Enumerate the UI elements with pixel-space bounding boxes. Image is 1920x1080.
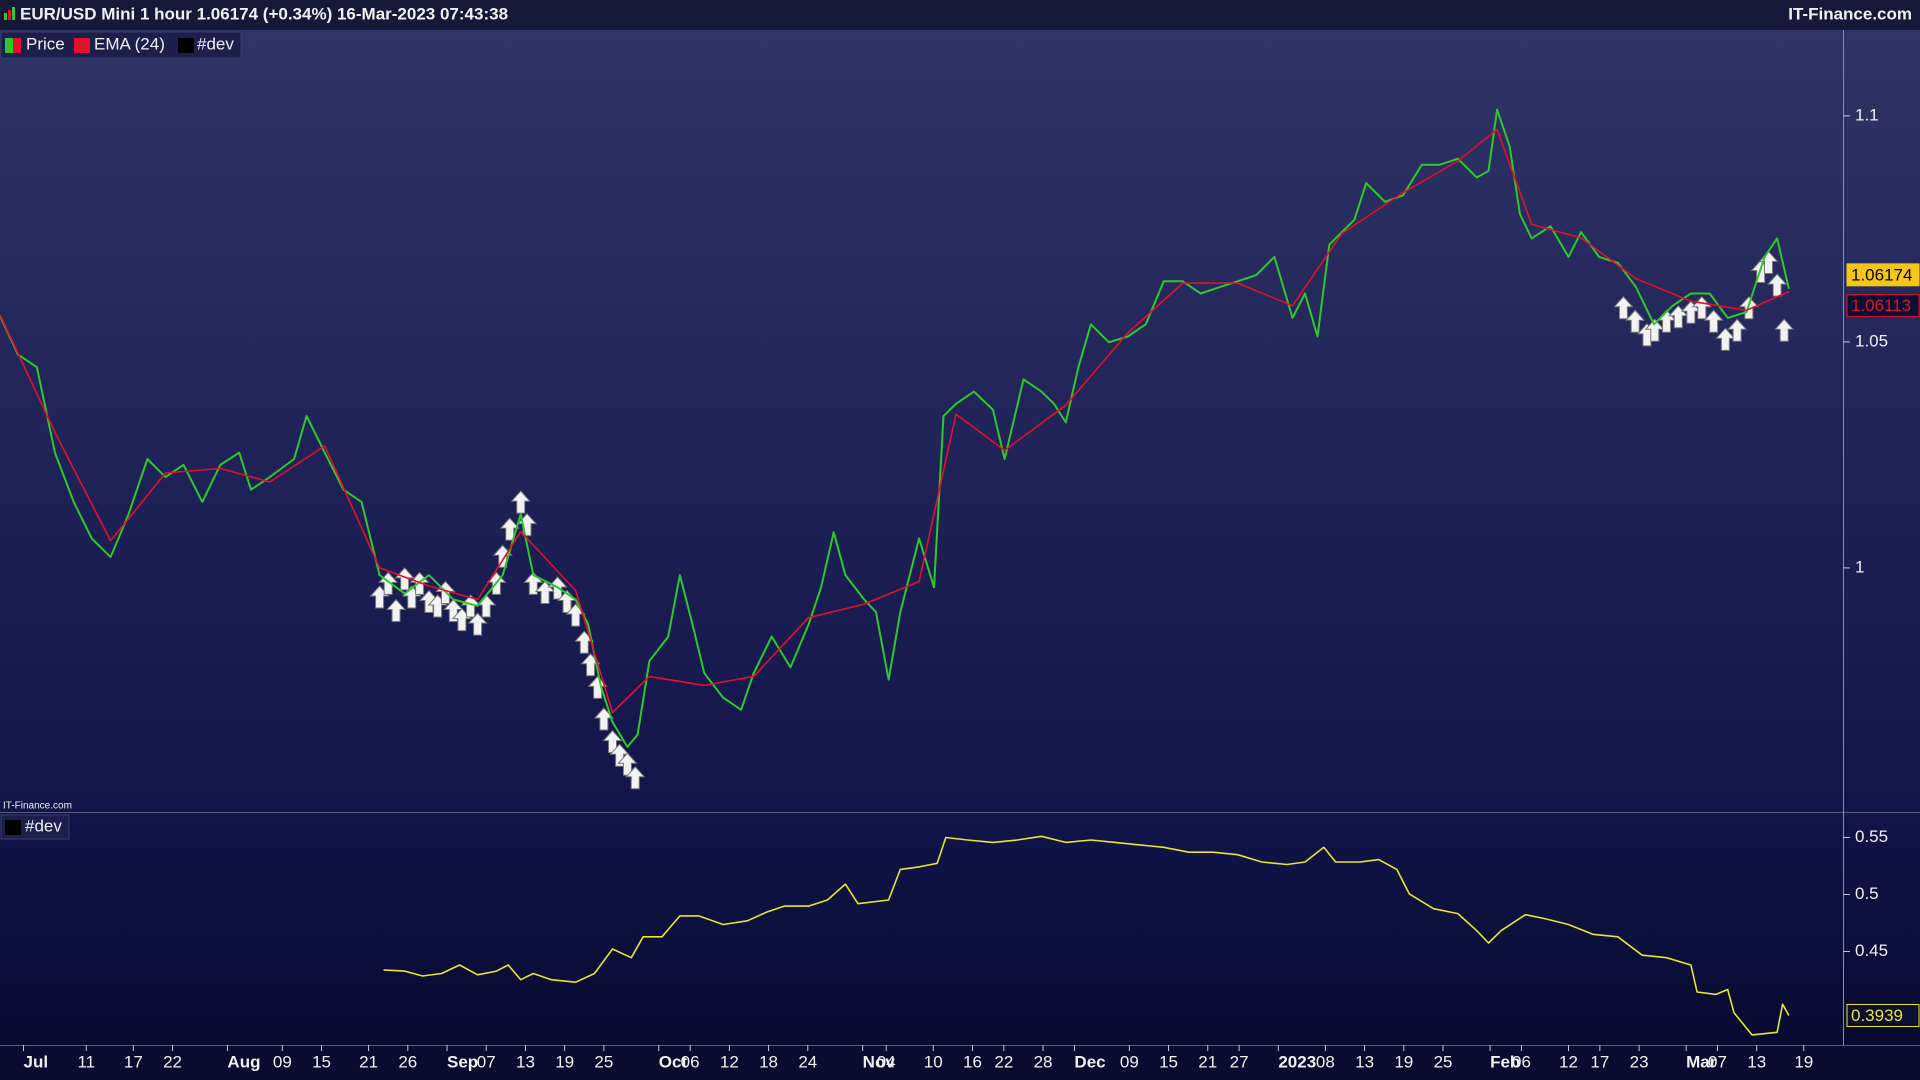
x-tick-label: Mar [1686,1052,1717,1071]
x-tick-label: 15 [312,1052,331,1071]
x-tick-label: Feb [1490,1052,1520,1071]
x-tick-label: 06 [1512,1052,1531,1071]
series-line [383,835,1790,1036]
signal-arrow [1703,309,1724,333]
x-tick-label: 09 [1120,1052,1139,1071]
x-tick-label: 25 [1434,1052,1453,1071]
dev-panel [0,813,1920,1045]
x-tick-label: 21 [1198,1052,1217,1071]
signal-arrow [1727,318,1748,342]
series-line [0,128,1790,714]
y-tick-label: 1 [1855,557,1864,576]
x-tick-label: 07 [1708,1052,1727,1071]
legend-swatch [178,38,194,53]
x-tick-label: 19 [1394,1052,1413,1071]
x-tick-label: 07 [477,1052,496,1071]
x-tick-label: Nov [863,1052,896,1071]
x-tick-label: 22 [994,1052,1013,1071]
x-tick-label: 04 [877,1052,896,1071]
y-tick-label: 0.55 [1855,827,1888,846]
x-tick-label: 17 [1590,1052,1609,1071]
title-icon [4,13,7,20]
signal-arrow [1613,295,1634,320]
x-tick-label: 26 [398,1052,417,1071]
x-tick-label: 25 [594,1052,613,1071]
legend-label: #dev [25,816,62,835]
legend-swatch [13,38,21,53]
x-tick-label: 13 [516,1052,535,1071]
signal-arrow [394,567,415,591]
y-tick-label: 0.5 [1855,884,1879,903]
signal-arrow [587,675,608,699]
x-tick-label: 18 [759,1052,778,1071]
signal-arrow [492,544,513,568]
last-value-box [1846,294,1920,318]
last-value-label: 1.06174 [1851,265,1912,284]
x-tick-label: 21 [359,1052,378,1071]
x-tick-label: 11 [77,1052,95,1071]
signal-arrow [499,517,520,541]
x-tick-label: 13 [1355,1052,1374,1071]
x-tick-label: 23 [1630,1052,1649,1071]
x-tick-label: 06 [681,1052,700,1071]
y-tick-label: 1.1 [1855,105,1879,124]
price-panel [0,30,1920,812]
legend [0,31,242,59]
x-tick-label: Aug [227,1052,260,1071]
legend-label: EMA (24) [94,34,165,53]
last-value-label: 1.06113 [1851,296,1911,315]
watermark: IT-Finance.com [3,801,72,812]
signal-arrow [385,598,407,623]
signal-arrow [467,612,488,636]
legend-swatch [5,820,21,835]
x-tick-label: 10 [924,1052,943,1071]
x-tick-label: 09 [273,1052,292,1071]
x-tick-label: 15 [1159,1052,1178,1071]
x-tick-label: 16 [963,1052,982,1071]
x-tick-label: 22 [163,1052,182,1071]
y-tick-label: 0.45 [1855,941,1888,960]
x-tick-label: Oct [659,1052,688,1071]
x-tick-label: 27 [1230,1052,1249,1071]
x-tick-label: 08 [1316,1052,1335,1071]
series-line [0,108,1790,748]
x-tick-label: 12 [720,1052,739,1071]
x-tick-label: 2023 [1278,1052,1316,1071]
signal-arrow [1625,309,1646,333]
x-tick-label: 28 [1034,1052,1053,1071]
title-icon [12,7,15,20]
last-value-box [1846,263,1920,287]
title-icon [8,10,11,20]
legend-swatch [74,38,90,53]
x-tick-label: 13 [1747,1052,1766,1071]
legend-label: Price [26,34,65,53]
x-tick-label: Jul [24,1052,49,1071]
last-value-box [1846,1003,1920,1027]
x-tick-label: Dec [1074,1052,1105,1071]
legend-label: #dev [197,34,234,53]
title-bar [0,0,1920,30]
x-tick-label: 17 [124,1052,143,1071]
brand: IT-Finance.com [1788,4,1912,23]
signal-arrow [510,490,531,514]
chart-title: EUR/USD Mini 1 hour 1.06174 (+0.34%) 16-… [20,4,508,23]
signal-arrow [1774,318,1795,342]
x-tick-label: 19 [555,1052,574,1071]
x-tick-label: 19 [1794,1052,1813,1071]
x-tick-label: 12 [1559,1052,1578,1071]
x-tick-label: Sep [447,1052,478,1071]
plot-layer: 1 1.05 1.1 1.06174 1.06113 0.45 0.5 0.55 0.3939 J… [0,105,1920,1071]
legend-swatch [5,38,13,53]
last-value-label: 0.3939 [1851,1006,1903,1025]
x-tick-label: 24 [798,1052,817,1071]
signal-arrow [625,766,646,790]
y-tick-label: 1.05 [1855,331,1888,350]
